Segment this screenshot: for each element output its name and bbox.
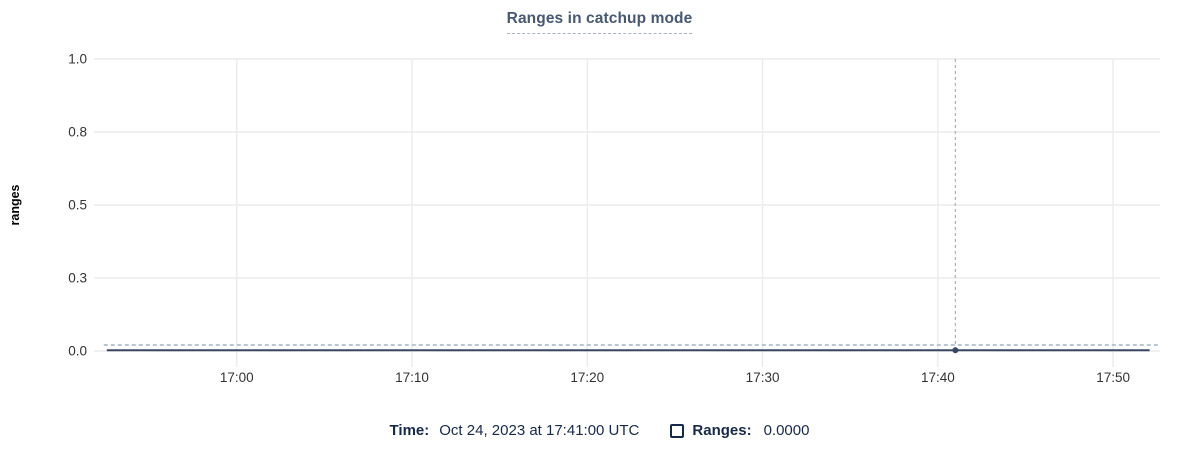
chart-title[interactable]: Ranges in catchup mode (506, 10, 693, 34)
hover-point-dot (952, 347, 959, 354)
y-axis-label: ranges (8, 184, 22, 225)
x-tick-label: 17:50 (1096, 370, 1130, 385)
x-tick-label: 17:20 (570, 370, 604, 385)
y-tick-label: 0.0 (68, 344, 87, 359)
y-tick-label: 0.3 (68, 271, 87, 286)
y-tick-label: 1.0 (68, 52, 87, 67)
chart-title-row: Ranges in catchup mode (0, 10, 1199, 34)
legend-series-value: 0.0000 (763, 422, 810, 439)
legend-time-value: Oct 24, 2023 at 17:41:00 UTC (439, 422, 640, 439)
chart-legend: Time: Oct 24, 2023 at 17:41:00 UTC Range… (0, 421, 1199, 441)
chart-canvas[interactable]: 1.0 0.8 0.5 0.3 0.0 17:00 17:10 17:20 17:30 17:40… (0, 0, 1199, 400)
legend-time-label: Time: (389, 422, 430, 439)
x-tick-label: 17:40 (921, 370, 955, 385)
y-tick-label: 0.5 (68, 198, 87, 213)
series-checkbox[interactable] (670, 424, 685, 438)
x-tick-label: 17:30 (746, 370, 780, 385)
y-tick-label: 0.8 (68, 125, 87, 140)
x-tick-label: 17:10 (395, 370, 429, 385)
x-tick-label: 17:00 (220, 370, 254, 385)
legend-series-label[interactable]: Ranges: (692, 422, 752, 439)
